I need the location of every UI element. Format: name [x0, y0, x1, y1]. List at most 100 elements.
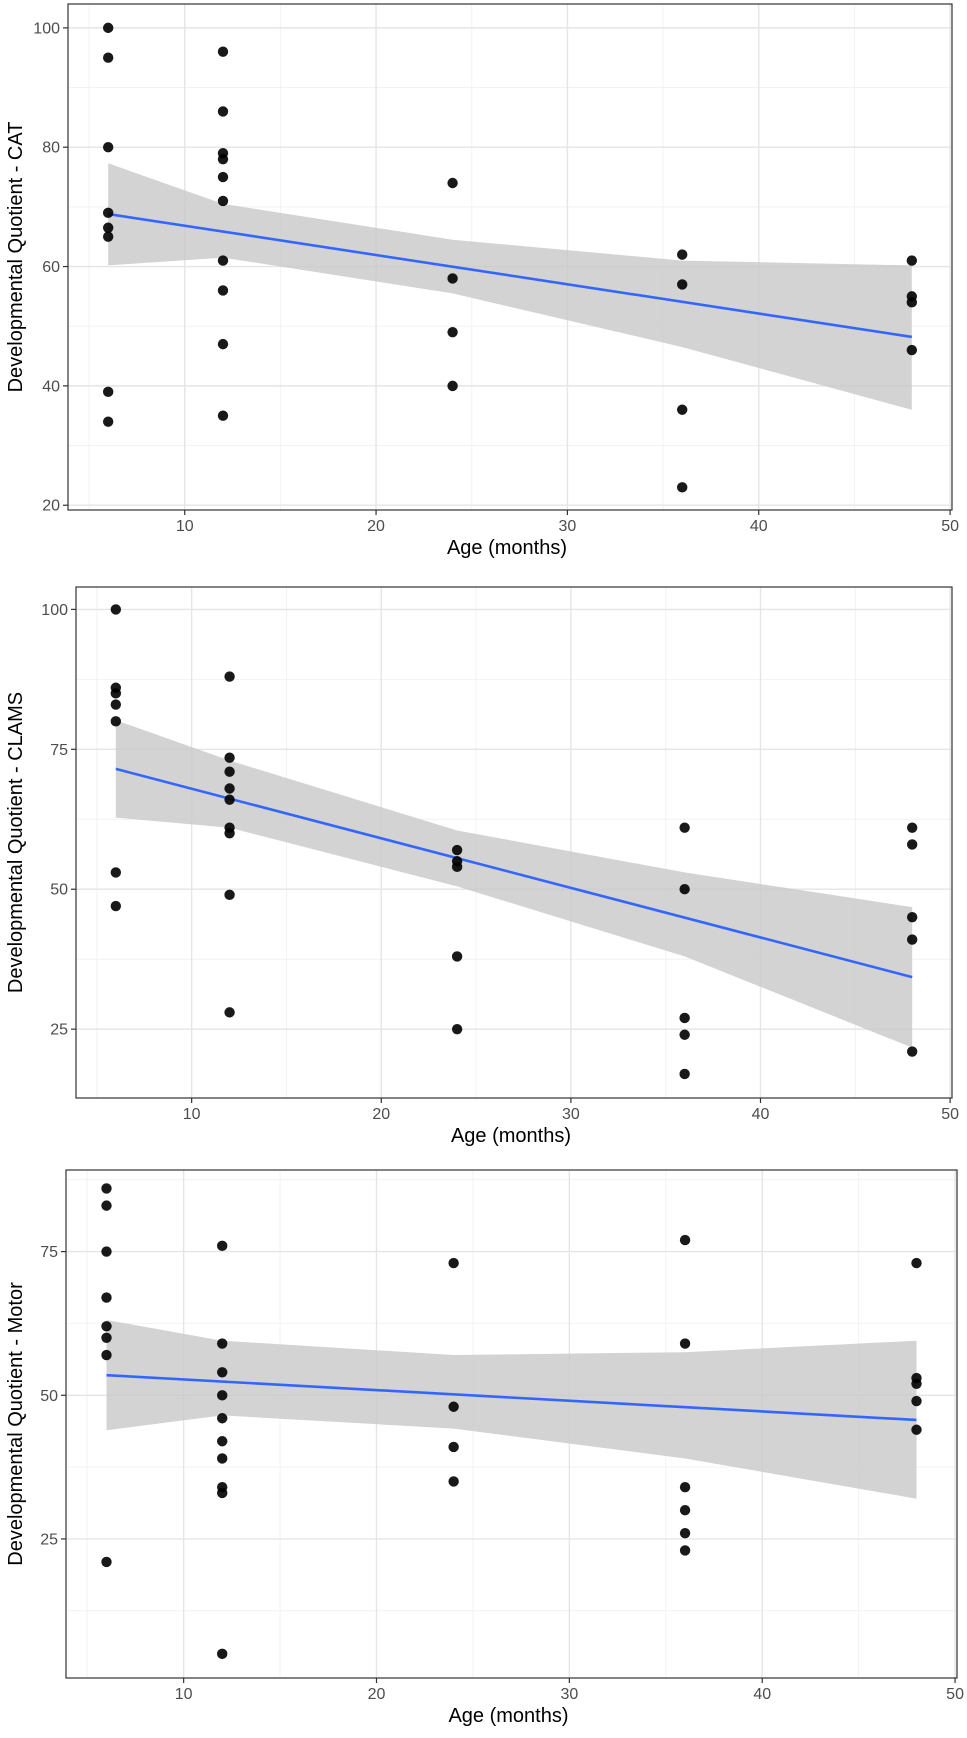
data-point	[110, 699, 122, 710]
data-point	[679, 1504, 691, 1516]
data-point	[101, 1246, 112, 1257]
data-point	[110, 688, 122, 699]
data-point	[217, 1413, 228, 1424]
data-point	[102, 386, 114, 398]
data-point	[224, 671, 235, 682]
data-point	[102, 222, 114, 233]
x-tick-label: 20	[368, 1686, 386, 1703]
data-point	[447, 273, 458, 284]
data-point	[217, 338, 229, 350]
y-axis-title: Developmental Quotient - CAT	[5, 122, 27, 393]
chart-panel-2: 10 20 30 40 50 25 50 75 100 Age (months) Developme…	[5, 586, 959, 1147]
y-tick-label: 25	[50, 1022, 68, 1039]
y-tick-label: 40	[42, 378, 60, 395]
data-point	[224, 783, 235, 794]
chart-panel-1: 10 20 30 40 50 20 40 60 80 100 Age (months) Develop…	[5, 3, 959, 559]
data-point	[110, 867, 122, 878]
y-tick-label: 100	[33, 20, 60, 37]
data-point	[217, 46, 229, 57]
data-point	[451, 861, 463, 873]
data-point	[217, 1367, 228, 1378]
x-tick-label: 40	[750, 518, 768, 535]
x-tick-label: 10	[175, 1686, 193, 1703]
data-point	[677, 404, 688, 415]
data-point	[447, 177, 458, 189]
data-point	[906, 822, 918, 833]
data-point	[101, 1292, 112, 1303]
x-axis-title: Age (months)	[448, 1705, 568, 1727]
y-tick-label: 25	[40, 1531, 58, 1548]
data-point	[217, 1390, 228, 1401]
data-point	[217, 1487, 228, 1499]
data-point	[224, 889, 235, 901]
data-point	[101, 1321, 112, 1332]
data-point	[217, 1338, 228, 1349]
data-point	[679, 822, 690, 833]
data-point	[101, 1200, 112, 1211]
data-point	[448, 1401, 459, 1412]
data-point	[447, 326, 458, 338]
data-point	[447, 380, 458, 392]
data-point	[677, 482, 688, 493]
data-point	[102, 142, 114, 153]
data-point	[679, 884, 690, 895]
x-tick-label: 50	[941, 518, 959, 535]
y-axis-title: Developmental Quotient - Motor	[5, 1282, 27, 1566]
data-point	[911, 1378, 922, 1389]
y-tick-label: 50	[40, 1388, 58, 1405]
data-point	[906, 344, 918, 356]
data-point	[102, 22, 114, 34]
data-point	[217, 1453, 228, 1464]
data-point	[906, 297, 918, 308]
data-point	[224, 766, 235, 777]
data-point	[217, 195, 229, 207]
data-point	[448, 1441, 459, 1453]
x-tick-label: 20	[372, 1106, 390, 1123]
x-tick-label: 10	[176, 518, 194, 535]
y-tick-label: 60	[42, 259, 60, 276]
data-point	[110, 604, 122, 615]
x-tick-label: 40	[753, 1686, 771, 1703]
data-point	[679, 1482, 691, 1493]
x-tick-label: 40	[752, 1106, 770, 1123]
confidence-band	[108, 163, 912, 410]
data-point	[906, 255, 918, 266]
panel-border	[75, 586, 953, 1099]
y-tick-label: 75	[40, 1244, 58, 1261]
data-point	[679, 1068, 690, 1080]
x-tick-label: 50	[941, 1106, 959, 1123]
data-point	[679, 1545, 691, 1556]
y-axis-title: Developmental Quotient - CLAMS	[5, 692, 27, 993]
data-point	[911, 1424, 922, 1435]
data-point	[217, 153, 229, 165]
data-point	[448, 1257, 459, 1269]
data-point	[451, 951, 463, 962]
data-point	[679, 1234, 691, 1246]
data-point	[224, 828, 235, 839]
x-tick-label: 30	[562, 1106, 580, 1123]
confidence-band	[115, 720, 913, 1048]
data-point	[110, 716, 122, 727]
data-point	[448, 1476, 459, 1487]
data-point	[217, 1648, 228, 1660]
data-point	[906, 839, 918, 850]
x-tick-label: 30	[560, 1686, 578, 1703]
data-point	[451, 844, 463, 856]
data-point	[679, 1012, 690, 1024]
data-point	[906, 912, 918, 923]
x-tick-label: 10	[183, 1106, 201, 1123]
x-tick-label: 20	[367, 518, 385, 535]
data-point	[677, 279, 688, 290]
data-point	[451, 1023, 463, 1035]
data-point	[217, 1240, 228, 1252]
y-tick-label: 100	[41, 602, 68, 619]
data-point	[102, 207, 114, 219]
data-point	[217, 410, 229, 421]
data-point	[102, 231, 114, 242]
confidence-band	[106, 1320, 917, 1499]
y-tick-label: 80	[42, 140, 60, 157]
y-tick-label: 50	[50, 882, 68, 899]
data-point	[101, 1332, 112, 1344]
chart-panel-3: 10 20 30 40 50 25 50 75 Age (months) Developmenta…	[5, 1169, 964, 1727]
data-point	[911, 1257, 922, 1269]
